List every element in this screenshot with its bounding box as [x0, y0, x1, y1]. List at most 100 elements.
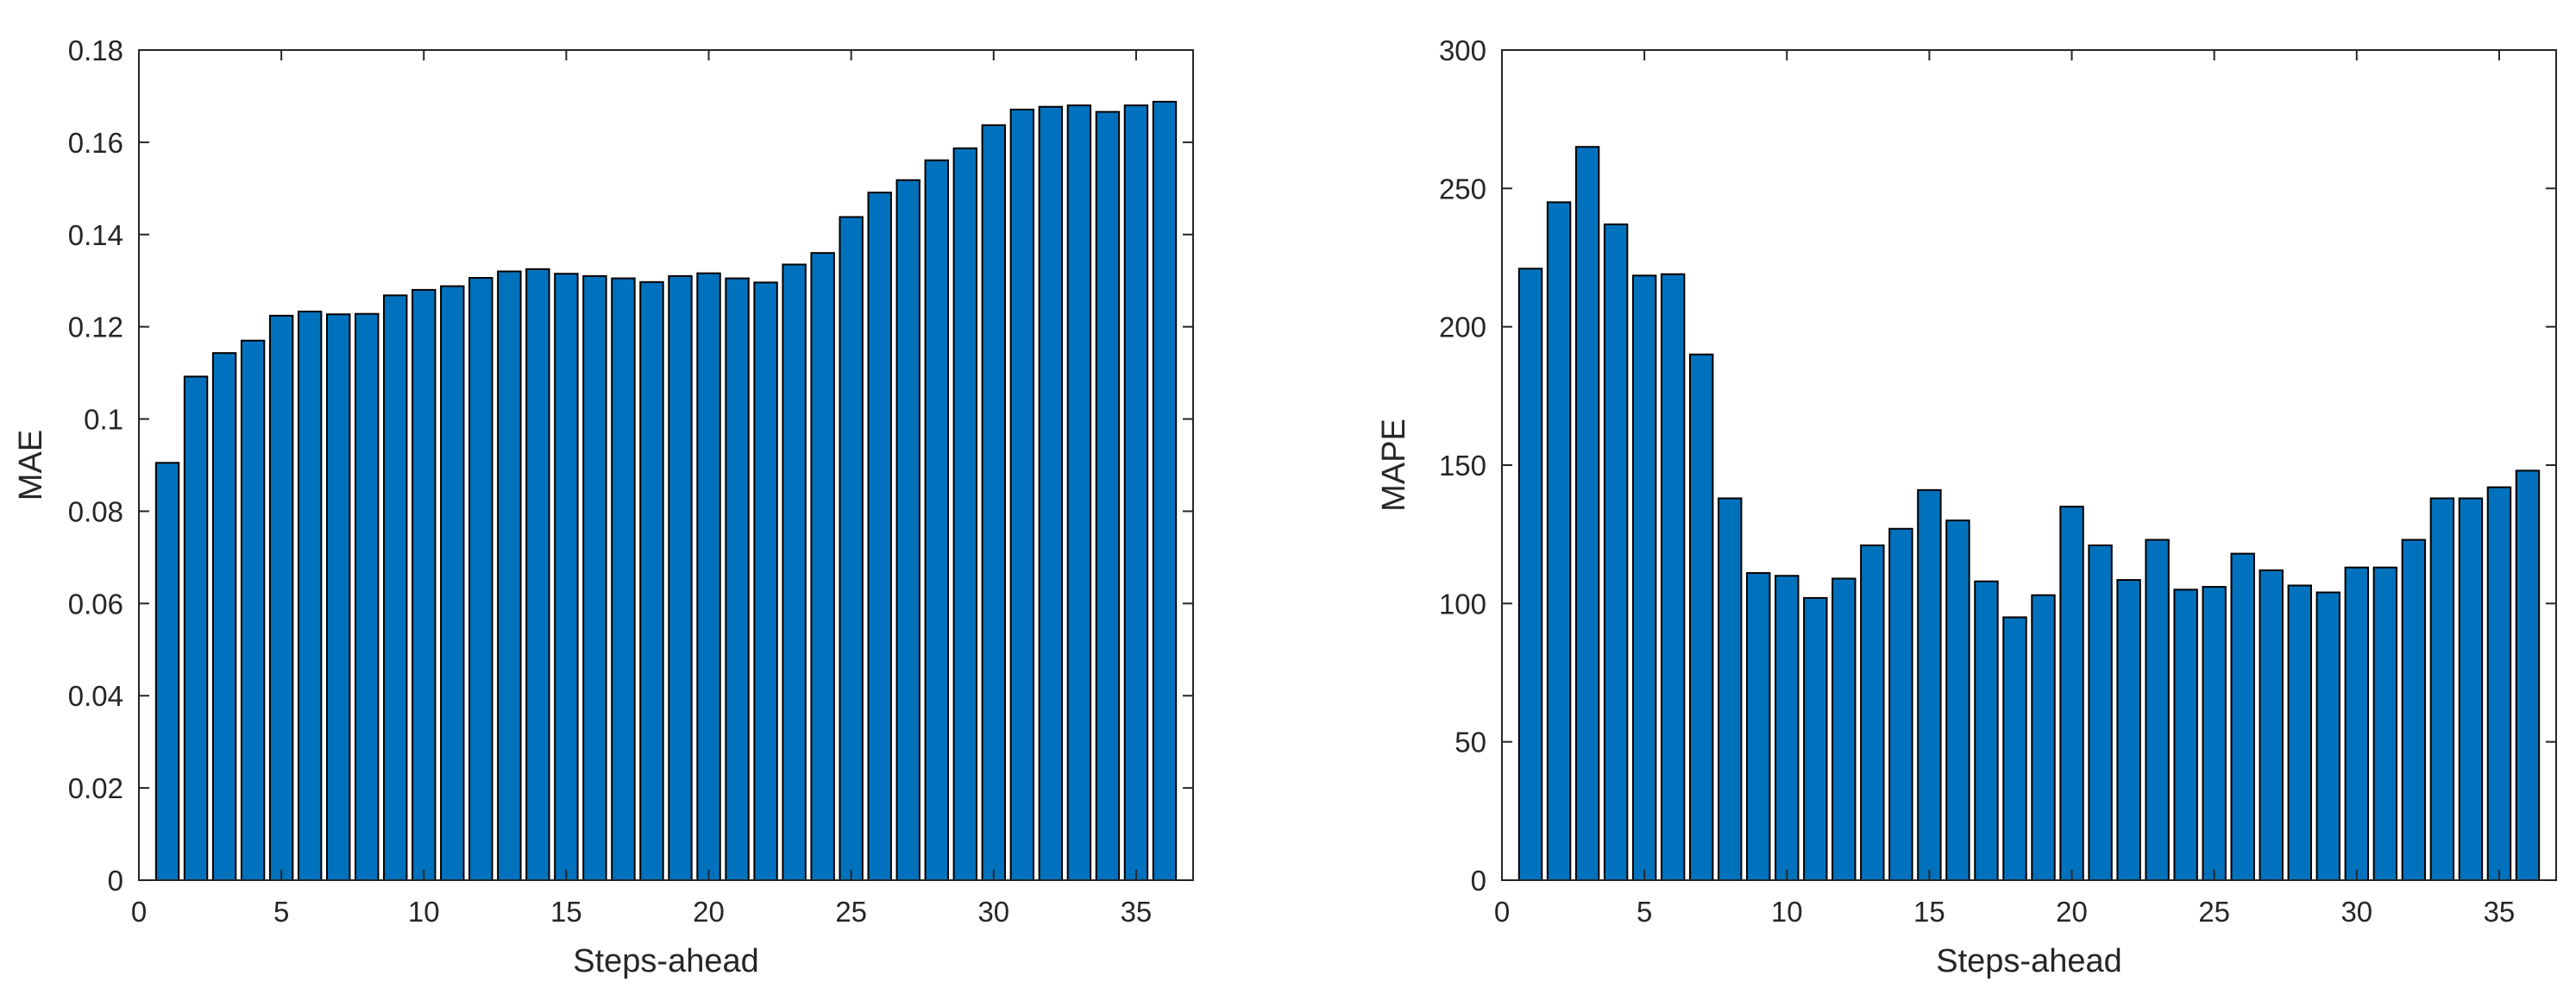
- mae-bar-6: [297, 311, 323, 881]
- mae-bar-21: [725, 277, 750, 881]
- mae-bar-33: [1066, 104, 1092, 881]
- mape-axes-box: [1501, 49, 2557, 881]
- mape-bar-8: [1718, 497, 1743, 881]
- mape-x-tick-label: 20: [2056, 896, 2088, 928]
- mape-bar-16: [1945, 519, 1970, 881]
- mae-y-tick-label: 0.06: [68, 588, 123, 620]
- mape-bars: [1517, 146, 2541, 882]
- mape-y-tick-label: 50: [1454, 727, 1486, 759]
- mape-bar-11: [1803, 596, 1828, 881]
- mape-bar-26: [2230, 552, 2255, 881]
- mae-bar-14: [525, 268, 550, 881]
- mape-x-axis-title: Steps-ahead: [1936, 943, 2122, 979]
- mae-bar-11: [440, 285, 465, 881]
- mae-bar-7: [325, 313, 351, 881]
- mape-bar-25: [2202, 586, 2227, 882]
- chart-mape: 0 50 100 150 200 250 300 0 5 10 15 20 25 30 35 Steps-…: [1376, 35, 2557, 979]
- mae-bar-28: [924, 159, 949, 882]
- mape-bar-22: [2116, 579, 2141, 882]
- mape-bar-18: [2002, 616, 2027, 881]
- mae-y-tick-label: 0.12: [68, 312, 123, 343]
- mae-y-tick-label: 0.14: [68, 219, 123, 251]
- mae-bar-20: [696, 272, 721, 882]
- mape-bar-30: [2344, 566, 2370, 882]
- mape-bar-14: [1888, 527, 1913, 881]
- mae-bar-27: [895, 179, 920, 881]
- mae-bar-35: [1123, 104, 1149, 881]
- mape-x-tick-label: 5: [1637, 896, 1652, 928]
- mae-x-tick-label: 10: [408, 896, 440, 928]
- mae-bar-3: [211, 352, 237, 881]
- mae-bar-25: [839, 216, 864, 882]
- mae-bar-36: [1152, 100, 1178, 882]
- mae-bar-23: [782, 263, 807, 881]
- mape-bar-5: [1631, 274, 1657, 881]
- mae-x-tick-label: 0: [131, 896, 147, 928]
- mape-bar-36: [2515, 469, 2541, 881]
- mape-bar-24: [2173, 589, 2198, 881]
- mae-x-axis-title: Steps-ahead: [573, 943, 759, 979]
- mae-bar-5: [268, 314, 294, 881]
- mape-bar-35: [2486, 486, 2512, 882]
- mape-y-axis-title: MAPE: [1376, 419, 1412, 512]
- mape-bar-9: [1746, 572, 1771, 881]
- mape-y-tick-label: 150: [1439, 450, 1486, 482]
- mape-bar-13: [1860, 544, 1885, 881]
- mae-bar-9: [383, 294, 408, 881]
- mae-bar-30: [981, 124, 1007, 882]
- mae-bar-4: [240, 339, 266, 881]
- mae-y-tick-label: 0.08: [68, 495, 123, 527]
- mae-bar-18: [639, 280, 664, 881]
- mae-bar-15: [554, 273, 579, 881]
- mape-y-tick-label: 300: [1439, 35, 1486, 66]
- mape-bar-19: [2031, 594, 2056, 882]
- mae-bar-26: [867, 192, 892, 881]
- mae-bar-13: [497, 270, 522, 881]
- mae-axes-box: [138, 49, 1194, 881]
- mape-bar-34: [2458, 497, 2484, 881]
- mape-bar-21: [2088, 544, 2113, 881]
- mape-x-tick-label: 15: [1913, 896, 1945, 928]
- mae-bar-2: [183, 375, 209, 881]
- mape-y-tick-label: 200: [1439, 312, 1486, 343]
- mape-bar-6: [1660, 273, 1686, 881]
- mape-bar-7: [1688, 353, 1714, 882]
- mape-bar-27: [2259, 569, 2284, 881]
- mape-bar-29: [2315, 591, 2340, 881]
- mape-bar-12: [1831, 577, 1857, 881]
- mape-bar-28: [2287, 584, 2312, 881]
- mae-bar-16: [582, 274, 607, 881]
- mape-y-tick-label: 0: [1471, 865, 1486, 897]
- mae-x-tick-label: 20: [693, 896, 725, 928]
- mape-bar-2: [1546, 201, 1572, 881]
- mape-bar-10: [1775, 575, 1800, 882]
- mape-bar-32: [2401, 538, 2427, 882]
- mape-bar-23: [2145, 538, 2170, 882]
- mae-bar-8: [355, 312, 380, 881]
- mape-bar-17: [1974, 580, 1999, 881]
- mape-bar-15: [1917, 488, 1942, 881]
- mae-x-tick-label: 25: [835, 896, 867, 928]
- mae-y-tick-label: 0.02: [68, 772, 123, 804]
- mape-x-ticks: 0 5 10 15 20 25 30 35: [1494, 50, 2515, 928]
- chart-mae: 0 0.02 0.04 0.06 0.08 0.1 0.12 0.14 0.16 0.18 0 5 1…: [13, 35, 1194, 979]
- mae-bar-17: [611, 277, 636, 881]
- mape-bar-4: [1603, 223, 1629, 881]
- mae-bar-10: [412, 288, 437, 882]
- mape-bar-31: [2372, 566, 2398, 882]
- mape-x-tick-label: 10: [1771, 896, 1803, 928]
- mae-bar-22: [753, 281, 778, 881]
- mae-y-tick-label: 0: [108, 865, 123, 897]
- mae-bar-24: [810, 252, 835, 882]
- mae-x-tick-label: 5: [273, 896, 289, 928]
- mape-y-ticks: 0 50 100 150 200 250 300: [1439, 35, 2556, 897]
- mae-x-tick-label: 35: [1121, 896, 1153, 928]
- mape-y-tick-label: 250: [1439, 173, 1486, 205]
- mae-x-tick-label: 15: [550, 896, 582, 928]
- mae-x-ticks: 0 5 10 15 20 25 30 35: [131, 50, 1152, 928]
- mape-x-tick-label: 30: [2340, 896, 2372, 928]
- mape-x-tick-label: 0: [1494, 896, 1510, 928]
- mae-bar-32: [1038, 105, 1064, 882]
- mae-bar-34: [1095, 110, 1121, 881]
